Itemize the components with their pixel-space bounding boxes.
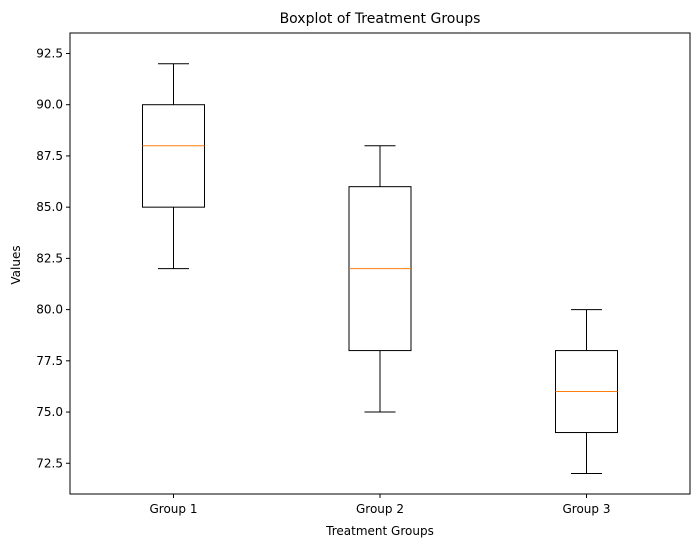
chart-title: Boxplot of Treatment Groups xyxy=(280,11,481,27)
y-axis-label: Values xyxy=(9,245,23,284)
y-tick-label: 92.5 xyxy=(36,46,63,60)
y-tick-label: 90.0 xyxy=(36,98,63,112)
x-tick-label: Group 2 xyxy=(356,502,404,516)
y-tick-label: 72.5 xyxy=(36,456,63,470)
x-axis-label: Treatment Groups xyxy=(325,524,434,538)
y-tick-label: 85.0 xyxy=(36,200,63,214)
y-tick-label: 87.5 xyxy=(36,149,63,163)
y-tick-label: 80.0 xyxy=(36,303,63,317)
x-tick-label: Group 3 xyxy=(563,502,611,516)
axes-frame xyxy=(69,32,691,495)
y-tick-label: 75.0 xyxy=(36,405,63,419)
box xyxy=(142,104,205,208)
plot-area: 72.5 75.0 77.5 80.0 82.5 85.0 87.5 90.0 92.5 Grou… xyxy=(36,32,691,516)
y-tick-label: 77.5 xyxy=(36,354,63,368)
y-tick-label: 82.5 xyxy=(36,251,63,265)
x-tick-label: Group 1 xyxy=(150,502,198,516)
